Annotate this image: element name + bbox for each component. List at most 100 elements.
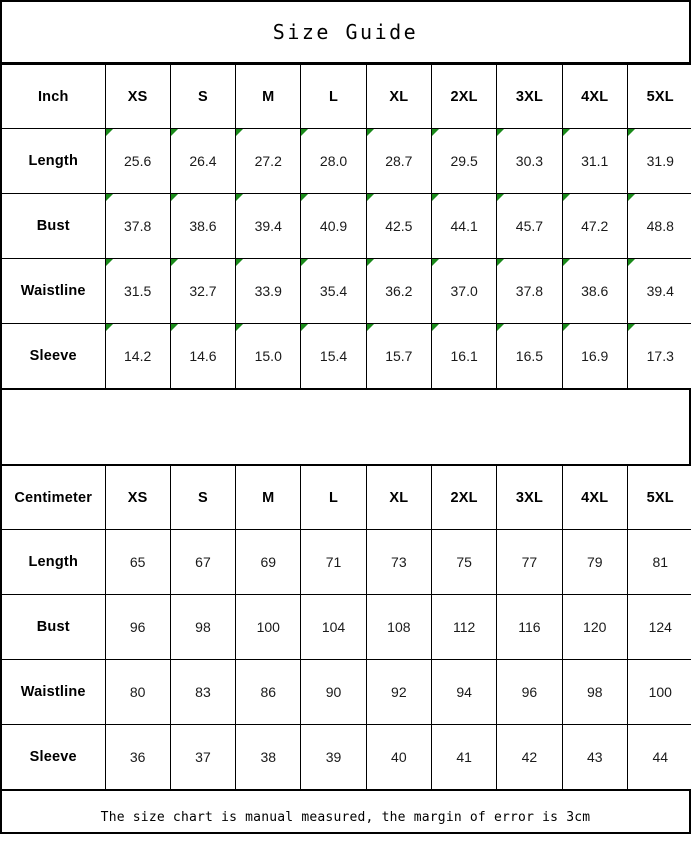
cm-sleeve-4xl: 43 [561,724,628,790]
cm-row-label-bust: Bust [2,594,106,660]
cm-waistline-s: 83 [169,659,237,725]
inch-column-header-xs: XS [104,64,171,129]
inch-sleeve-xl: 15.7 [365,323,432,389]
inch-waistline-xl: 36.2 [365,258,432,324]
inch-row-label-waistline: Waistline [2,258,106,324]
inch-column-header-s: S [169,64,237,129]
inch-waistline-xs: 31.5 [104,258,171,324]
inch-bust-s: 38.6 [169,193,237,259]
cm-length-l: 71 [300,529,367,595]
cm-waistline-4xl: 98 [561,659,628,725]
cm-column-header-2xl: 2XL [430,465,498,530]
cm-sleeve-xs: 36 [104,724,171,790]
cm-sleeve-s: 37 [169,724,237,790]
page-title: Size Guide [272,20,419,44]
cm-bust-3xl: 116 [496,594,563,660]
inch-waistline-m: 33.9 [235,258,302,324]
inch-sleeve-3xl: 16.5 [496,323,563,389]
cm-bust-m: 100 [235,594,302,660]
cm-row-label-sleeve: Sleeve [2,724,106,790]
inch-waistline-4xl: 38.6 [561,258,628,324]
cm-length-s: 67 [169,529,237,595]
cm-length-2xl: 75 [430,529,498,595]
cm-column-header-xl: XL [365,465,432,530]
cm-column-header-m: M [235,465,302,530]
table-row: Waistline 80 83 86 90 92 94 96 98 100 [2,659,691,725]
inch-bust-2xl: 44.1 [430,193,498,259]
cm-length-3xl: 77 [496,529,563,595]
inch-row-label-sleeve: Sleeve [2,323,106,389]
cm-sleeve-3xl: 42 [496,724,563,790]
inch-column-header-3xl: 3XL [496,64,563,129]
inch-waistline-3xl: 37.8 [496,258,563,324]
inch-bust-l: 40.9 [300,193,367,259]
inch-sleeve-2xl: 16.1 [430,323,498,389]
inch-waistline-l: 35.4 [300,258,367,324]
cm-bust-2xl: 112 [430,594,498,660]
inch-row-label-length: Length [2,128,106,194]
inch-bust-4xl: 47.2 [561,193,628,259]
centimeter-size-table: Centimeter XS S M L XL 2XL 3XL 4XL 5XL L… [2,465,691,790]
cm-waistline-xs: 80 [104,659,171,725]
cm-length-xl: 73 [365,529,432,595]
inch-column-header-4xl: 4XL [561,64,628,129]
cm-length-xs: 65 [104,529,171,595]
cm-column-header-xs: XS [104,465,171,530]
cm-column-header-4xl: 4XL [561,465,628,530]
cm-column-header-l: L [300,465,367,530]
inch-waistline-5xl: 39.4 [626,258,691,324]
cm-waistline-xl: 92 [365,659,432,725]
footer-note-row: The size chart is manual measured, the m… [2,790,689,843]
measurement-disclaimer: The size chart is manual measured, the m… [100,809,591,825]
inch-length-l: 28.0 [300,128,367,194]
cm-length-5xl: 81 [626,529,691,595]
table-row: Bust 96 98 100 104 108 112 116 120 124 [2,594,691,660]
inch-sleeve-m: 15.0 [235,323,302,389]
cm-column-header-5xl: 5XL [626,465,691,530]
cm-bust-5xl: 124 [626,594,691,660]
cm-bust-s: 98 [169,594,237,660]
cm-bust-4xl: 120 [561,594,628,660]
inch-column-header-l: L [300,64,367,129]
table-row: Length 25.6 26.4 27.2 28.0 28.7 29.5 30.… [2,128,691,194]
cm-waistline-2xl: 94 [430,659,498,725]
cm-bust-xs: 96 [104,594,171,660]
inch-table-header-row: Inch XS S M L XL 2XL 3XL 4XL 5XL [2,64,691,129]
inch-sleeve-4xl: 16.9 [561,323,628,389]
inch-bust-5xl: 48.8 [626,193,691,259]
cm-sleeve-m: 38 [235,724,302,790]
table-row: Sleeve 14.2 14.6 15.0 15.4 15.7 16.1 16.… [2,323,691,389]
inch-length-2xl: 29.5 [430,128,498,194]
inch-waistline-s: 32.7 [169,258,237,324]
inch-length-xl: 28.7 [365,128,432,194]
cm-waistline-m: 86 [235,659,302,725]
cm-length-4xl: 79 [561,529,628,595]
size-guide-title-row: Size Guide [2,2,689,64]
cm-waistline-3xl: 96 [496,659,563,725]
inch-length-5xl: 31.9 [626,128,691,194]
cm-column-header-s: S [169,465,237,530]
centimeter-table-header-row: Centimeter XS S M L XL 2XL 3XL 4XL 5XL [2,465,691,530]
inch-bust-xs: 37.8 [104,193,171,259]
cm-sleeve-5xl: 44 [626,724,691,790]
table-separator-band [2,389,689,465]
inch-waistline-2xl: 37.0 [430,258,498,324]
inch-unit-header: Inch [2,64,106,129]
inch-length-xs: 25.6 [104,128,171,194]
inch-column-header-m: M [235,64,302,129]
table-row: Sleeve 36 37 38 39 40 41 42 43 44 [2,724,691,790]
cm-row-label-length: Length [2,529,106,595]
inch-length-3xl: 30.3 [496,128,563,194]
inch-length-m: 27.2 [235,128,302,194]
cm-length-m: 69 [235,529,302,595]
inch-sleeve-l: 15.4 [300,323,367,389]
inch-row-label-bust: Bust [2,193,106,259]
centimeter-unit-header: Centimeter [2,465,106,530]
inch-bust-m: 39.4 [235,193,302,259]
cm-column-header-3xl: 3XL [496,465,563,530]
inch-sleeve-xs: 14.2 [104,323,171,389]
inch-length-4xl: 31.1 [561,128,628,194]
cm-waistline-l: 90 [300,659,367,725]
inch-column-header-xl: XL [365,64,432,129]
